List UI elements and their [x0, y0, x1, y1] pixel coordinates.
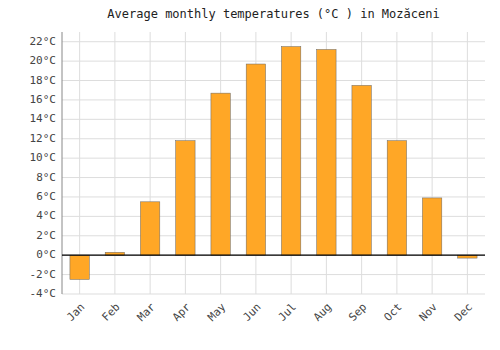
- bar: [70, 255, 89, 279]
- bar: [281, 47, 300, 256]
- x-tick-label: Nov: [417, 300, 441, 324]
- y-tick-label: -4°C: [30, 287, 57, 300]
- y-grid-line: [62, 41, 485, 42]
- x-tick-label: Jan: [64, 301, 87, 324]
- y-grid-line: [62, 196, 485, 197]
- y-tick-label: 10°C: [30, 151, 57, 164]
- bar: [352, 85, 371, 255]
- y-tick-label: 2°C: [36, 229, 56, 242]
- y-tick-label: 4°C: [36, 209, 56, 222]
- y-tick-label: 8°C: [36, 171, 56, 184]
- x-tick-label: Mar: [135, 300, 159, 324]
- y-tick-label: 18°C: [30, 74, 57, 87]
- y-grid-line: [62, 235, 485, 236]
- y-tick-label: 16°C: [30, 93, 57, 106]
- title: Average monthly temperatures (°C ) in Mo…: [107, 7, 439, 21]
- bar: [317, 49, 336, 255]
- y-grid-line: [62, 216, 485, 217]
- x-tick-label: May: [205, 300, 229, 324]
- y-tick-label: 12°C: [30, 132, 57, 145]
- y-grid-line: [62, 138, 485, 139]
- bar: [140, 202, 159, 255]
- x-tick-label: Feb: [99, 301, 122, 324]
- x-tick-label: Apr: [170, 300, 194, 324]
- y-tick-label: -2°C: [30, 268, 57, 281]
- y-grid-line: [62, 61, 485, 62]
- y-grid-line: [62, 294, 485, 295]
- y-grid-line: [62, 99, 485, 100]
- bar: [422, 198, 441, 255]
- y-tick-label: 0°C: [36, 248, 56, 261]
- x-tick-label: Dec: [452, 301, 475, 324]
- chart-container: Average monthly temperatures (°C ) in Mo…: [0, 0, 500, 350]
- y-tick-label: 22°C: [30, 35, 57, 48]
- y-tick-label: 6°C: [36, 190, 56, 203]
- grid: [62, 32, 485, 294]
- y-grid-line: [62, 158, 485, 159]
- y-grid-line: [62, 255, 485, 256]
- zero-line: [62, 255, 485, 256]
- y-tick-label: 14°C: [30, 112, 57, 125]
- bars: [62, 47, 485, 280]
- y-grid-line: [62, 80, 485, 81]
- y-grid-line: [62, 274, 485, 275]
- chart-svg: Average monthly temperatures (°C ) in Mo…: [0, 0, 500, 350]
- x-tick-label: Aug: [311, 301, 334, 324]
- bar: [176, 141, 195, 256]
- y-tick-label: 20°C: [30, 54, 57, 67]
- bar: [387, 141, 406, 256]
- x-tick-label: Sep: [346, 301, 369, 324]
- x-tick-label: Oct: [381, 301, 404, 324]
- x-tick-label: Jun: [240, 301, 263, 324]
- y-grid-line: [62, 177, 485, 178]
- bar: [246, 64, 265, 255]
- y-grid-line: [62, 119, 485, 120]
- bar: [211, 93, 230, 255]
- x-tick-label: Jul: [276, 301, 299, 324]
